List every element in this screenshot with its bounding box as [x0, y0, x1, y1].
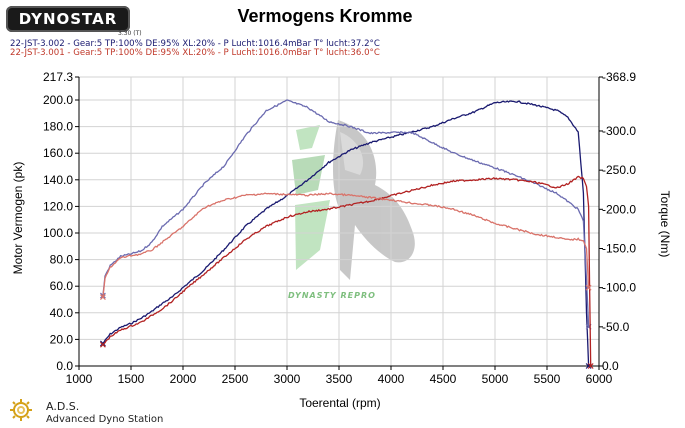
x-tick-label: 1500 [118, 372, 145, 386]
y-left-axis-label: Motor Vermogen (pk) [11, 162, 25, 275]
series-endpoint-marker [99, 340, 106, 347]
y-left-tick-label: 80.0 [50, 253, 74, 267]
y-left-tick-label: 200.0 [43, 93, 73, 107]
y-right-tick-label: -100.0 [602, 281, 636, 295]
logo-version: 3.30 (T) [118, 30, 142, 37]
data-series [99, 99, 594, 369]
series-endpoint-marker [99, 341, 106, 348]
x-tick-label: 4500 [430, 372, 457, 386]
dynostar-logo: DYNOSTAR [6, 6, 130, 32]
y-left-tick-label: 217.3 [43, 70, 73, 84]
y-left-tick-label: 60.0 [50, 279, 74, 293]
y-left-tick-label: 0.0 [56, 359, 73, 373]
watermark-caption: DYNASTY REPRO [288, 291, 376, 300]
y-left-tick-label: 160.0 [43, 146, 73, 160]
run-info-1: 22-JST-3.002 - Gear:5 TP:100% DE:95% XL:… [10, 39, 380, 49]
x-tick-label: 5500 [534, 372, 561, 386]
y-left-tick-label: 100.0 [43, 226, 73, 240]
x-tick-label: 2000 [170, 372, 197, 386]
chart-title: Vermogens Kromme [237, 6, 413, 26]
x-tick-labels: 1000 1500 2000 2500 3000 3500 4000 4500 5000 5500… [66, 366, 613, 386]
y-left-tick-label: 20.0 [50, 332, 74, 346]
x-tick-label: 2500 [222, 372, 249, 386]
y-right-tick-label: -300.0 [602, 124, 636, 138]
y-left-tick-label: 120.0 [43, 199, 73, 213]
y-left-tick-labels: 0.0 20.0 40.0 60.0 80.0 100.0 120.0 140.0 160.0 1… [43, 70, 79, 373]
y-right-tick-labels: 0.0 -50.0 -100.0 -150.0 -200.0 -250.0 -300.0 -3… [599, 70, 636, 373]
series-endpoint-marker [585, 284, 592, 291]
x-tick-label: 1000 [66, 372, 93, 386]
x-axis-label: Toerental (rpm) [299, 396, 380, 410]
x-tick-label: 4000 [378, 372, 405, 386]
y-right-tick-label: -250.0 [602, 163, 636, 177]
series-line-torque-2 [102, 99, 590, 327]
run-info-2: 22-JST-3.001 - Gear:5 TP:100% DE:95% XL:… [10, 48, 380, 58]
footer-brand: A.D.S. Advanced Dyno Station [46, 400, 163, 425]
ads-gear-icon [10, 399, 32, 421]
x-tick-label: 6000 [586, 372, 613, 386]
y-right-tick-label: -368.9 [602, 70, 636, 84]
y-left-tick-label: 180.0 [43, 120, 73, 134]
footer-brand-subtitle: Advanced Dyno Station [46, 414, 164, 425]
y-right-tick-label: 0.0 [602, 359, 619, 373]
y-right-tick-label: -50.0 [602, 320, 630, 334]
series-endpoint-marker [587, 363, 594, 369]
footer-brand-name: A.D.S. [46, 400, 80, 413]
y-left-tick-label: 140.0 [43, 173, 73, 187]
series-line-power-3 [102, 175, 592, 367]
x-tick-label: 3500 [326, 372, 353, 386]
y-right-tick-label: -150.0 [602, 241, 636, 255]
series-line-power-1 [102, 100, 590, 367]
y-right-tick-label: -200.0 [602, 202, 636, 216]
x-tick-label: 5000 [482, 372, 509, 386]
y-left-tick-label: 40.0 [50, 306, 74, 320]
series-endpoint-marker [99, 294, 106, 300]
logo-text: DYNOSTAR [18, 10, 118, 28]
y-right-axis-label: Torque (Nm) [658, 191, 672, 258]
x-tick-label: 3000 [274, 372, 301, 386]
series-line-torque-4 [102, 192, 590, 298]
